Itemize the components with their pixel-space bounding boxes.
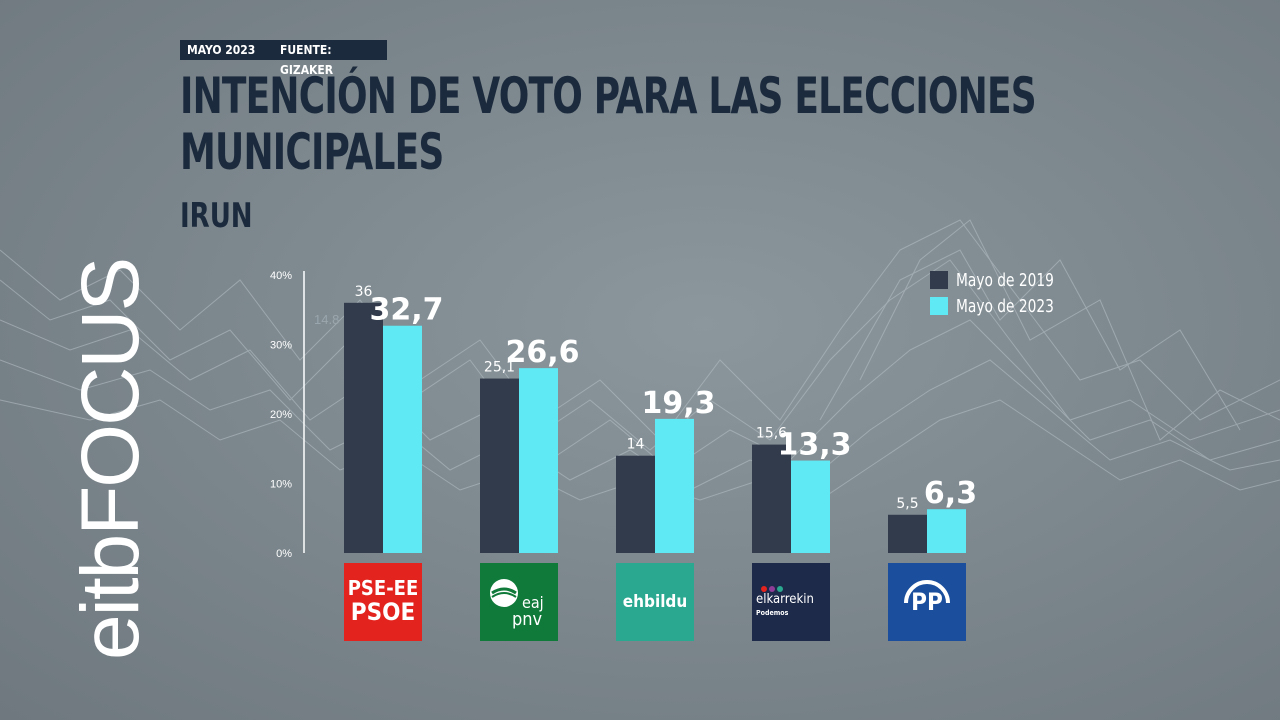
party-pnv-line1: eaj <box>522 593 544 612</box>
data-label-2019: 25,1 <box>484 360 515 376</box>
bar-2019 <box>888 514 927 553</box>
bar-2023 <box>655 418 694 553</box>
data-label-2019: 14 <box>627 437 645 453</box>
elkarrekin-dots-icon <box>761 586 783 592</box>
legend-label-2023: Mayo de 2023 <box>956 295 1054 317</box>
y-tick-label: 30% <box>270 340 292 352</box>
pp-emblem-icon <box>904 580 950 604</box>
legend-label-2019: Mayo de 2019 <box>956 269 1054 291</box>
bar-2023 <box>791 460 830 553</box>
legend-item-2019: Mayo de 2019 <box>930 267 1071 293</box>
header-source: FUENTE: GIZAKER <box>280 43 334 77</box>
bar-2023 <box>519 368 558 553</box>
party-logo-pp: PP <box>888 563 966 641</box>
title-line-2: MUNICIPALES <box>180 123 444 181</box>
y-tick-label: 10% <box>270 479 292 491</box>
logo-text-image: eitbFOCUS <box>65 259 156 660</box>
party-elkarrekin-line2: Podemos <box>756 609 789 617</box>
data-label-2019: 15,6 <box>756 426 787 442</box>
bar-2023 <box>383 325 422 553</box>
bar-2019 <box>344 302 383 553</box>
bar-2023 <box>927 509 966 553</box>
svg-text:eitbFOCUS: eitbFOCUS <box>65 259 156 660</box>
party-pnv-line2: pnv <box>512 609 543 630</box>
header-tag-bar: MAYO 2023 FUENTE: GIZAKER <box>180 40 387 77</box>
party-logo-pnv: eaj pnv <box>480 563 558 641</box>
legend-swatch-2019 <box>930 271 948 289</box>
party-psoe-line1: PSE-EE <box>347 576 419 600</box>
y-tick-label: 20% <box>270 409 292 421</box>
data-label-2023: 19,3 <box>641 386 715 421</box>
background-value-label: 14.8 <box>314 312 339 327</box>
page-subtitle: IRUN <box>180 196 253 236</box>
party-logo-psoe: PSE-EE PSOE <box>344 563 422 641</box>
legend-swatch-2023 <box>930 297 948 315</box>
party-logo-ehbildu: ehbildu <box>616 563 694 641</box>
data-label-2023: 13,3 <box>777 428 851 463</box>
data-label-2019: 5,5 <box>896 496 918 512</box>
chart-legend: Mayo de 2019 Mayo de 2023 <box>930 267 1071 319</box>
y-tick-label: 0% <box>276 548 292 560</box>
party-elkarrekin-line1: elkarrekin <box>756 592 814 607</box>
party-ehbildu-line1: ehbildu <box>622 592 688 612</box>
eitb-focus-logo: eitbFOCUS <box>56 208 156 660</box>
y-tick-label: 40% <box>270 270 292 282</box>
data-label-2023: 6,3 <box>924 476 977 511</box>
data-label-2019: 36 <box>355 284 373 300</box>
header-date: MAYO 2023 <box>187 43 256 57</box>
bar-2019 <box>752 444 791 553</box>
party-logo-elkarrekin: elkarrekin Podemos <box>752 563 830 641</box>
legend-item-2023: Mayo de 2023 <box>930 293 1071 319</box>
party-psoe-line2: PSOE <box>350 598 416 626</box>
bar-2019 <box>616 455 655 553</box>
data-label-2023: 32,7 <box>369 293 443 328</box>
pnv-emblem-icon <box>490 579 518 607</box>
bar-2019 <box>480 378 519 553</box>
party-pp-line1: PP <box>911 588 943 616</box>
data-label-2023: 26,6 <box>505 335 579 370</box>
